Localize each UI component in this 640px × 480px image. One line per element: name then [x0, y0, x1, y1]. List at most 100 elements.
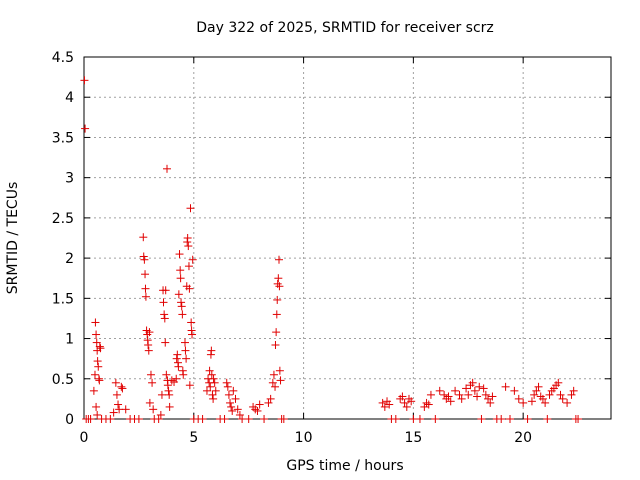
x-tick-label: 0: [80, 430, 89, 446]
x-axis-label: GPS time / hours: [286, 458, 403, 474]
data-point: [188, 330, 197, 339]
data-point: [407, 397, 416, 406]
data-point: [468, 378, 477, 387]
data-point: [141, 284, 150, 293]
data-point: [157, 390, 166, 399]
plot-frame: [83, 56, 612, 420]
y-axis-label: SRMTID / TECUs: [5, 182, 21, 295]
data-point: [93, 410, 102, 419]
data-point: [457, 394, 466, 403]
data-point: [140, 255, 149, 264]
y-tick-label: 1: [65, 332, 74, 348]
data-point: [144, 346, 153, 355]
data-point: [398, 392, 407, 401]
data-point: [141, 270, 150, 279]
data-point: [96, 344, 105, 353]
data-point: [440, 390, 449, 399]
data-point: [183, 234, 192, 242]
data-point: [253, 406, 262, 415]
data-point: [260, 415, 269, 423]
data-point: [92, 330, 101, 339]
data-point: [186, 204, 195, 213]
data-point: [244, 415, 253, 423]
data-point: [177, 298, 186, 307]
data-point: [144, 340, 153, 349]
data-point: [93, 357, 102, 366]
data-point: [274, 255, 283, 264]
data-point: [185, 284, 194, 293]
data-point: [543, 415, 552, 423]
data-point: [519, 398, 528, 407]
data-point: [145, 398, 154, 407]
data-point: [455, 390, 464, 399]
x-tick-label: 20: [514, 430, 532, 446]
data-point: [163, 164, 172, 173]
data-point: [272, 328, 281, 337]
data-point: [462, 384, 471, 393]
data-point: [422, 398, 431, 407]
data-point: [207, 370, 216, 379]
data-point: [109, 408, 118, 417]
data-point: [415, 415, 424, 423]
data-point: [268, 378, 277, 387]
data-point: [182, 354, 191, 363]
data-point: [569, 386, 578, 395]
data-point: [276, 376, 285, 385]
data-point: [184, 262, 193, 271]
data-point: [172, 374, 181, 383]
data-point: [279, 415, 288, 423]
data-point: [139, 233, 148, 242]
data-point: [211, 386, 220, 395]
data-point: [271, 340, 280, 349]
y-tick-label: 4: [65, 90, 74, 106]
data-point: [159, 298, 168, 307]
data-point: [464, 390, 473, 399]
data-point: [481, 390, 490, 399]
data-point: [272, 310, 281, 319]
data-point: [90, 370, 99, 379]
data-point: [173, 350, 182, 359]
data-point: [174, 362, 183, 371]
data-point: [224, 390, 233, 399]
data-point: [161, 338, 170, 347]
data-point: [420, 402, 429, 411]
data-point: [484, 394, 493, 403]
data-point: [530, 390, 539, 399]
data-point: [117, 382, 126, 391]
data-point: [527, 397, 536, 406]
data-point: [184, 242, 193, 251]
data-point: [160, 310, 169, 319]
data-point: [275, 366, 284, 375]
data-point: [229, 386, 238, 395]
data-point: [545, 390, 554, 399]
data-point: [95, 376, 104, 385]
data-point: [222, 378, 231, 387]
data-point: [400, 398, 409, 407]
data-point: [163, 381, 172, 390]
data-point: [233, 405, 242, 414]
y-tick-label: 0.5: [52, 372, 74, 388]
data-point: [391, 415, 400, 423]
data-point: [202, 386, 211, 395]
data-point: [154, 415, 163, 423]
data-point: [160, 314, 169, 323]
tick-layer: 0 0.5 1 1.5 2 2.5 3 3.5 4 4.5 0 5 10 15 20: [52, 50, 611, 446]
data-point: [118, 384, 127, 393]
data-point: [112, 390, 121, 399]
data-point: [165, 390, 174, 399]
data-point: [106, 415, 115, 423]
data-point: [558, 394, 567, 403]
data-point: [161, 286, 170, 295]
data-point: [209, 394, 218, 403]
data-point: [477, 415, 486, 423]
data-point: [134, 415, 143, 423]
data-point: [563, 398, 572, 407]
data-point: [156, 410, 165, 419]
data-point: [475, 382, 484, 391]
data-point: [205, 366, 214, 375]
data-point: [231, 394, 240, 403]
data-point: [208, 390, 217, 399]
data-point: [198, 415, 207, 423]
data-point: [209, 374, 218, 383]
